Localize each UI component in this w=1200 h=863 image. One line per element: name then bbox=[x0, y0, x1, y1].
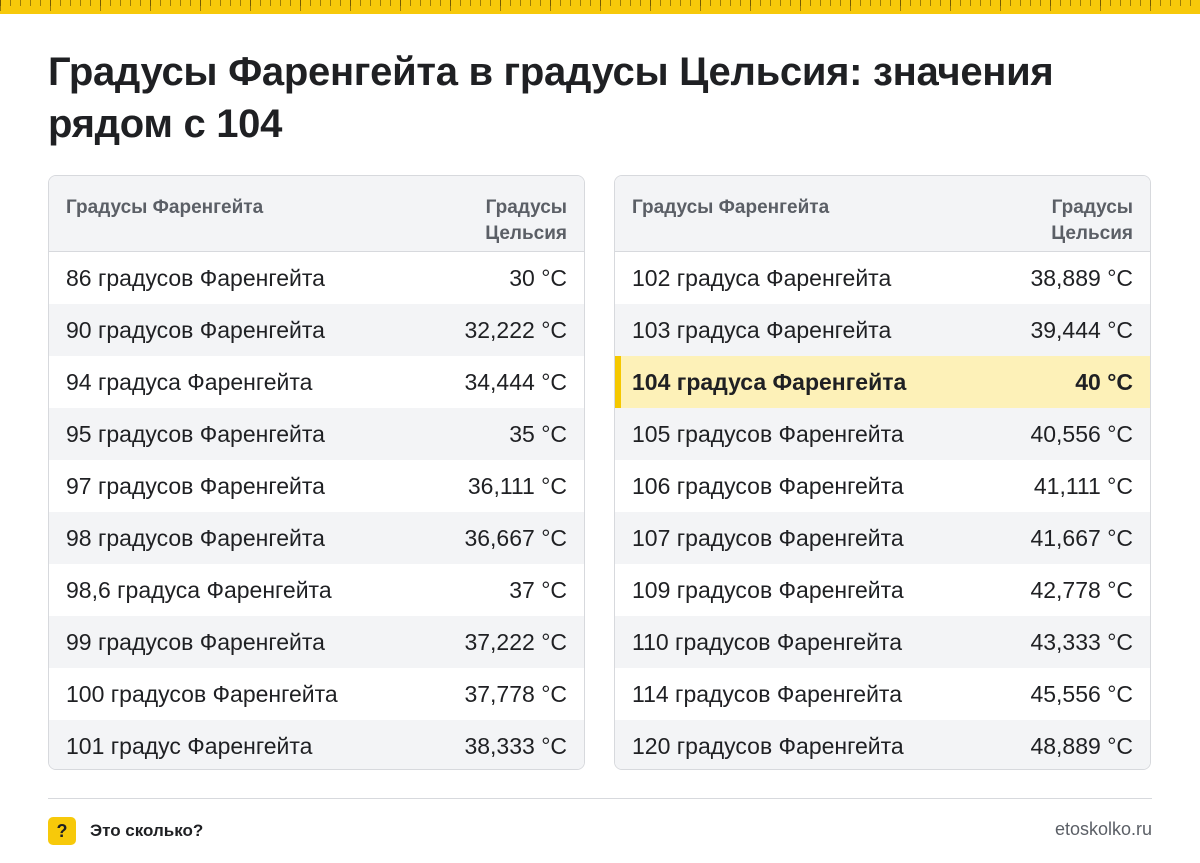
table-header: Градусы Фаренгейта Градусы Цельсия bbox=[49, 176, 584, 252]
conversion-table-right: Градусы Фаренгейта Градусы Цельсия 102 г… bbox=[614, 175, 1151, 770]
celsius-cell: 41,111 °C bbox=[1033, 472, 1133, 499]
celsius-cell: 42,778 °C bbox=[1030, 576, 1133, 603]
table-row-highlighted: 104 градуса Фаренгейта 40 °C bbox=[615, 356, 1150, 408]
fahrenheit-cell: 103 градуса Фаренгейта bbox=[632, 316, 892, 343]
conversion-table-left: Градусы Фаренгейта Градусы Цельсия 86 гр… bbox=[48, 175, 585, 770]
table-row: 98 градусов Фаренгейта 36,667 °C bbox=[49, 512, 584, 564]
header-celsius: Градусы Цельсия bbox=[485, 197, 567, 244]
question-mark-icon: ? bbox=[48, 817, 76, 845]
table-row: 99 градусов Фаренгейта 37,222 °C bbox=[49, 616, 584, 668]
celsius-cell: 37 °C bbox=[509, 576, 567, 603]
table-row: 109 градусов Фаренгейта 42,778 °C bbox=[615, 564, 1150, 616]
celsius-cell: 37,778 °C bbox=[464, 680, 567, 707]
table-row: 97 градусов Фаренгейта 36,111 °C bbox=[49, 460, 584, 512]
celsius-cell: 43,333 °C bbox=[1030, 628, 1133, 655]
header-fahrenheit: Градусы Фаренгейта bbox=[632, 197, 830, 218]
fahrenheit-cell: 94 градуса Фаренгейта bbox=[66, 368, 313, 395]
fahrenheit-cell: 109 градусов Фаренгейта bbox=[632, 576, 904, 603]
celsius-cell: 30 °C bbox=[509, 264, 567, 291]
footer-divider bbox=[48, 798, 1152, 799]
page-title: Градусы Фаренгейта в градусы Цельсия: зн… bbox=[48, 50, 1054, 146]
celsius-cell: 36,667 °C bbox=[464, 524, 567, 551]
fahrenheit-cell: 114 градусов Фаренгейта bbox=[632, 680, 903, 707]
fahrenheit-cell: 105 градусов Фаренгейта bbox=[632, 420, 904, 447]
celsius-cell: 32,222 °C bbox=[464, 316, 567, 343]
fahrenheit-cell: 102 градуса Фаренгейта bbox=[632, 264, 892, 291]
fahrenheit-cell: 98 градусов Фаренгейта bbox=[66, 524, 325, 551]
celsius-cell: 41,667 °C bbox=[1030, 524, 1133, 551]
fahrenheit-cell: 100 градусов Фаренгейта bbox=[66, 680, 338, 707]
table-row: 94 градуса Фаренгейта 34,444 °C bbox=[49, 356, 584, 408]
fahrenheit-cell: 107 градусов Фаренгейта bbox=[632, 524, 904, 551]
table-row: 90 градусов Фаренгейта 32,222 °C bbox=[49, 304, 584, 356]
table-row: 86 градусов Фаренгейта 30 °C bbox=[49, 252, 584, 304]
celsius-cell: 48,889 °C bbox=[1030, 732, 1133, 759]
fahrenheit-cell: 104 градуса Фаренгейта bbox=[632, 368, 907, 395]
table-row: 95 градусов Фаренгейта 35 °C bbox=[49, 408, 584, 460]
fahrenheit-cell: 106 градусов Фаренгейта bbox=[632, 472, 904, 499]
fahrenheit-cell: 86 градусов Фаренгейта bbox=[66, 264, 325, 291]
header-celsius: Градусы Цельсия bbox=[1051, 197, 1133, 244]
table-row: 98,6 градуса Фаренгейта 37 °C bbox=[49, 564, 584, 616]
celsius-cell: 34,444 °C bbox=[464, 368, 567, 395]
table-row: 106 градусов Фаренгейта 41,111 °C bbox=[615, 460, 1150, 512]
fahrenheit-cell: 95 градусов Фаренгейта bbox=[66, 420, 325, 447]
brand[interactable]: ? Это сколько? bbox=[48, 817, 203, 845]
fahrenheit-cell: 90 градусов Фаренгейта bbox=[66, 316, 325, 343]
fahrenheit-cell: 120 градусов Фаренгейта bbox=[632, 732, 904, 759]
site-link[interactable]: etoskolko.ru bbox=[1054, 819, 1152, 839]
table-row: 120 градусов Фаренгейта 48,889 °C bbox=[615, 720, 1150, 769]
celsius-cell: 38,889 °C bbox=[1030, 264, 1133, 291]
table-row: 110 градусов Фаренгейта 43,333 °C bbox=[615, 616, 1150, 668]
table-header: Градусы Фаренгейта Градусы Цельсия bbox=[615, 176, 1150, 252]
celsius-cell: 40,556 °C bbox=[1030, 420, 1133, 447]
celsius-cell: 45,556 °C bbox=[1030, 680, 1133, 707]
celsius-cell: 39,444 °C bbox=[1030, 316, 1133, 343]
table-row: 107 градусов Фаренгейта 41,667 °C bbox=[615, 512, 1150, 564]
table-row: 100 градусов Фаренгейта 37,778 °C bbox=[49, 668, 584, 720]
fahrenheit-cell: 110 градусов Фаренгейта bbox=[632, 628, 903, 655]
fahrenheit-cell: 98,6 градуса Фаренгейта bbox=[66, 576, 332, 603]
brand-name: Это сколько? bbox=[90, 821, 204, 840]
celsius-cell: 36,111 °C bbox=[467, 472, 567, 499]
table-row: 102 градуса Фаренгейта 38,889 °C bbox=[615, 252, 1150, 304]
table-row: 114 градусов Фаренгейта 45,556 °C bbox=[615, 668, 1150, 720]
table-row: 101 градус Фаренгейта 38,333 °C bbox=[49, 720, 584, 769]
ruler-decoration bbox=[0, 0, 1200, 14]
header-fahrenheit: Градусы Фаренгейта bbox=[66, 197, 264, 218]
table-row: 103 градуса Фаренгейта 39,444 °C bbox=[615, 304, 1150, 356]
fahrenheit-cell: 101 градус Фаренгейта bbox=[66, 732, 313, 759]
celsius-cell: 37,222 °C bbox=[464, 628, 567, 655]
fahrenheit-cell: 97 градусов Фаренгейта bbox=[66, 472, 325, 499]
fahrenheit-cell: 99 градусов Фаренгейта bbox=[66, 628, 325, 655]
table-row: 105 градусов Фаренгейта 40,556 °C bbox=[615, 408, 1150, 460]
celsius-cell: 38,333 °C bbox=[464, 732, 567, 759]
celsius-cell: 35 °C bbox=[509, 420, 567, 447]
celsius-cell: 40 °C bbox=[1075, 368, 1133, 395]
